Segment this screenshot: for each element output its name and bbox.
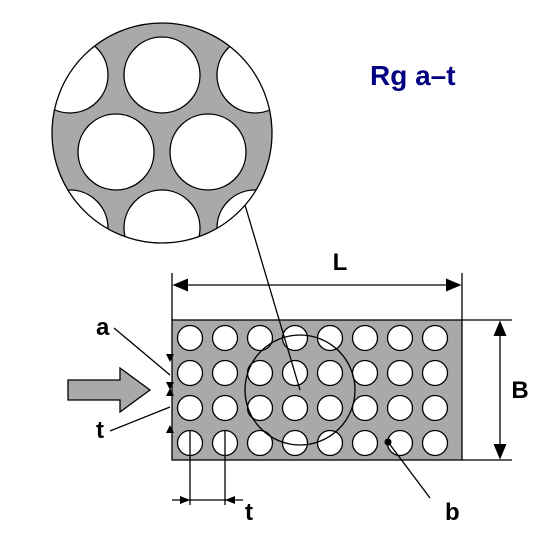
diagram: L B a t t b Rg a–t — [0, 0, 550, 550]
dim-b-label: B — [511, 377, 528, 404]
diagram-title: Rg a–t — [370, 60, 456, 91]
dimension-b: B — [462, 320, 529, 460]
direction-arrow-icon — [68, 368, 150, 412]
magnifier-content — [32, 23, 293, 266]
dimension-l: L — [172, 249, 462, 320]
svg-text:a: a — [96, 314, 110, 341]
svg-text:t: t — [96, 417, 104, 444]
svg-text:t: t — [245, 499, 253, 526]
dim-l-label: L — [333, 249, 348, 276]
svg-text:b: b — [445, 499, 460, 526]
